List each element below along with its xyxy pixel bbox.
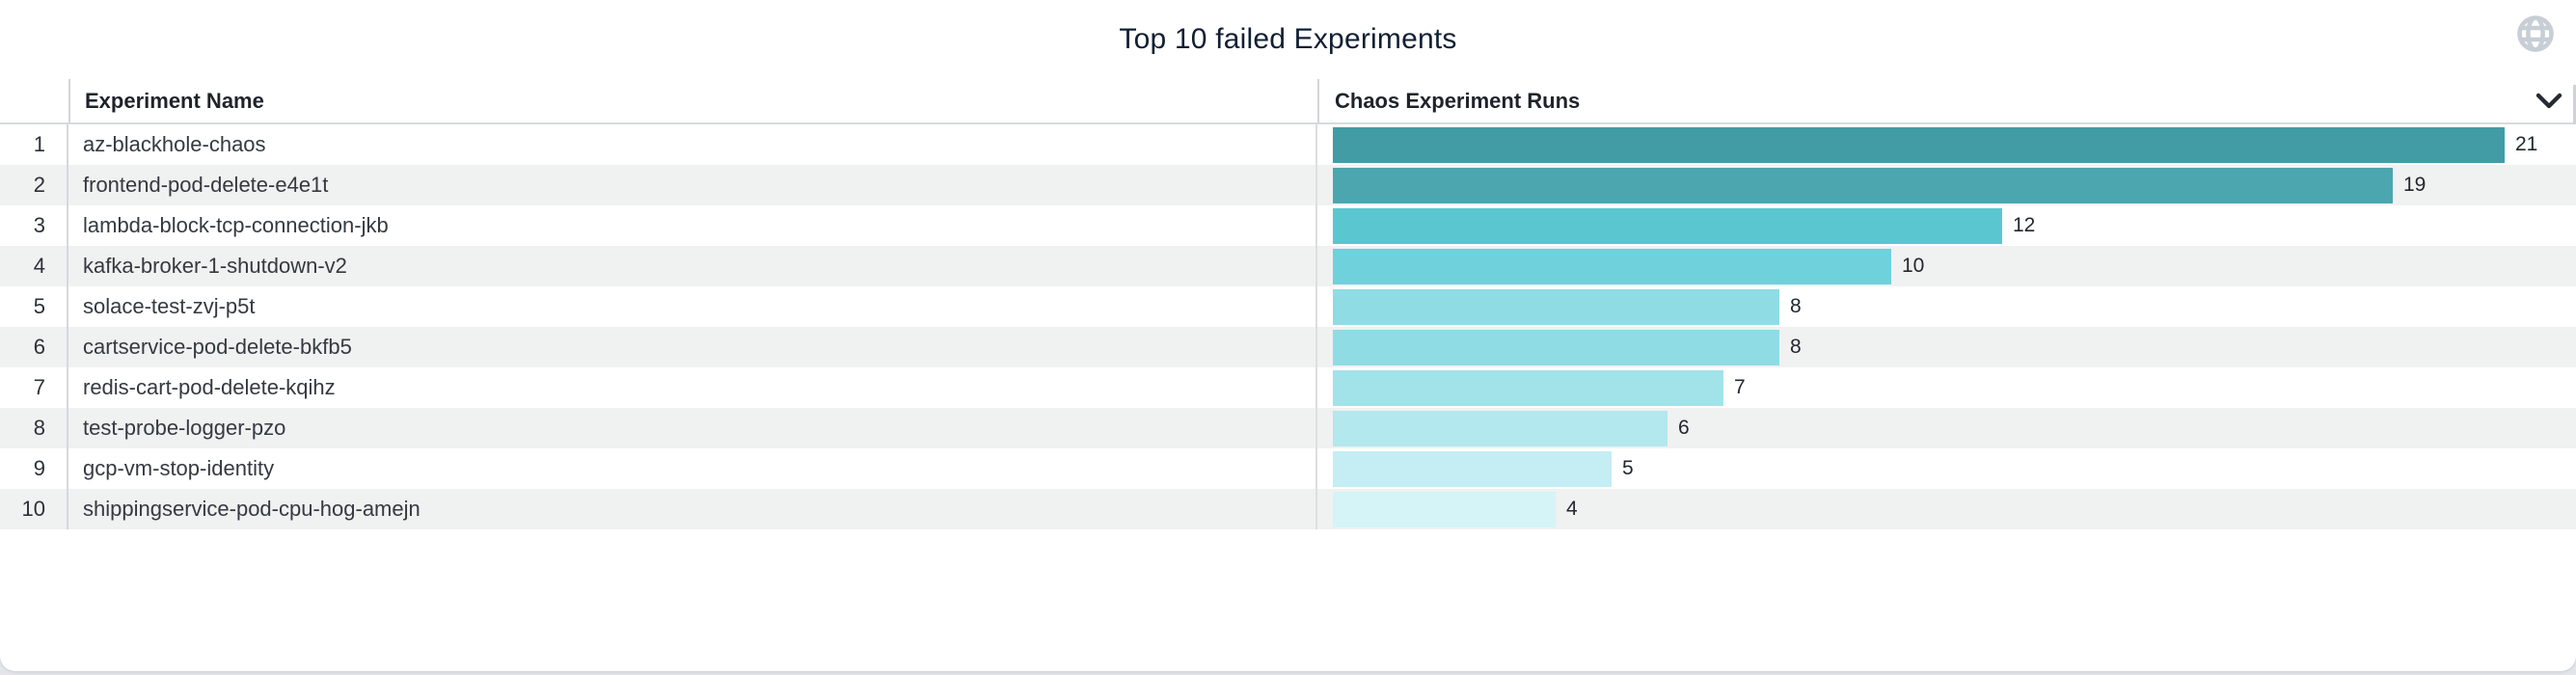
table-row: 1 az-blackhole-chaos 21 xyxy=(0,124,2576,165)
experiment-name-cell: frontend-pod-delete-e4e1t xyxy=(68,165,1317,205)
runs-cell: 4 xyxy=(1317,489,2576,529)
bar xyxy=(1333,491,1556,527)
runs-cell: 6 xyxy=(1317,408,2576,448)
column-header-label: Experiment Name xyxy=(85,88,264,113)
table-row: 2 frontend-pod-delete-e4e1t 19 xyxy=(0,165,2576,205)
runs-cell: 21 xyxy=(1317,124,2576,165)
bar-value: 8 xyxy=(1790,336,1802,358)
rank-cell: 5 xyxy=(0,286,68,327)
rank-cell: 6 xyxy=(0,327,68,367)
table-header: Experiment Name Chaos Experiment Runs xyxy=(0,79,2576,124)
bar xyxy=(1333,288,1779,325)
bar-value: 7 xyxy=(1734,376,1746,398)
chevron-down-icon[interactable] xyxy=(2535,93,2562,110)
rank-cell: 7 xyxy=(0,367,68,408)
rank-cell: 10 xyxy=(0,489,68,529)
table-body: 1 az-blackhole-chaos 21 2 frontend-pod-d… xyxy=(0,124,2576,529)
runs-cell: 12 xyxy=(1317,205,2576,246)
experiment-name-cell: redis-cart-pod-delete-kqihz xyxy=(68,367,1317,408)
column-header-chaos-experiment-runs[interactable]: Chaos Experiment Runs xyxy=(1319,79,2576,124)
experiment-name-cell: lambda-block-tcp-connection-jkb xyxy=(68,205,1317,246)
runs-cell: 5 xyxy=(1317,448,2576,489)
bar-value: 19 xyxy=(2403,174,2427,196)
bar-value: 12 xyxy=(2013,214,2036,236)
rank-cell: 1 xyxy=(0,124,68,165)
panel-header: Top 10 failed Experiments xyxy=(0,0,2576,79)
experiment-name-cell: solace-test-zvj-p5t xyxy=(68,286,1317,327)
experiment-name-cell: az-blackhole-chaos xyxy=(68,124,1317,165)
page-title: Top 10 failed Experiments xyxy=(1119,23,1457,55)
experiment-name-cell: test-probe-logger-pzo xyxy=(68,408,1317,448)
bar-value: 6 xyxy=(1678,417,1690,439)
bar xyxy=(1333,450,1612,487)
experiment-name-cell: gcp-vm-stop-identity xyxy=(68,448,1317,489)
column-header-label: Chaos Experiment Runs xyxy=(1335,88,1581,113)
bar-value: 5 xyxy=(1622,457,1634,479)
bar-value: 21 xyxy=(2515,133,2538,155)
bar xyxy=(1333,126,2505,163)
experiment-name-cell: shippingservice-pod-cpu-hog-amejn xyxy=(68,489,1317,529)
column-resize-handle[interactable] xyxy=(2573,85,2576,124)
rank-cell: 3 xyxy=(0,205,68,246)
rank-cell: 8 xyxy=(0,408,68,448)
bar xyxy=(1333,329,1779,365)
rank-cell: 2 xyxy=(0,165,68,205)
table-row: 5 solace-test-zvj-p5t 8 xyxy=(0,286,2576,327)
bar-value: 8 xyxy=(1790,295,1802,317)
runs-cell: 8 xyxy=(1317,327,2576,367)
runs-cell: 10 xyxy=(1317,246,2576,286)
globe-icon[interactable] xyxy=(2514,13,2557,55)
table-row: 3 lambda-block-tcp-connection-jkb 12 xyxy=(0,205,2576,246)
rank-cell: 9 xyxy=(0,448,68,489)
runs-cell: 8 xyxy=(1317,286,2576,327)
experiment-name-cell: cartservice-pod-delete-bkfb5 xyxy=(68,327,1317,367)
table-row: 10 shippingservice-pod-cpu-hog-amejn 4 xyxy=(0,489,2576,529)
bar xyxy=(1333,167,2393,203)
bar xyxy=(1333,410,1668,446)
rank-column-header xyxy=(0,79,70,122)
table-row: 6 cartservice-pod-delete-bkfb5 8 xyxy=(0,327,2576,367)
bar xyxy=(1333,207,2002,244)
runs-cell: 7 xyxy=(1317,367,2576,408)
bar-value: 10 xyxy=(1902,255,1925,277)
bar xyxy=(1333,248,1891,284)
bar-value: 4 xyxy=(1566,498,1578,520)
table-row: 8 test-probe-logger-pzo 6 xyxy=(0,408,2576,448)
bar xyxy=(1333,369,1723,406)
table-row: 4 kafka-broker-1-shutdown-v2 10 xyxy=(0,246,2576,286)
runs-cell: 19 xyxy=(1317,165,2576,205)
table-row: 7 redis-cart-pod-delete-kqihz 7 xyxy=(0,367,2576,408)
column-header-experiment-name[interactable]: Experiment Name xyxy=(70,79,1319,122)
table-row: 9 gcp-vm-stop-identity 5 xyxy=(0,448,2576,489)
experiment-name-cell: kafka-broker-1-shutdown-v2 xyxy=(68,246,1317,286)
rank-cell: 4 xyxy=(0,246,68,286)
